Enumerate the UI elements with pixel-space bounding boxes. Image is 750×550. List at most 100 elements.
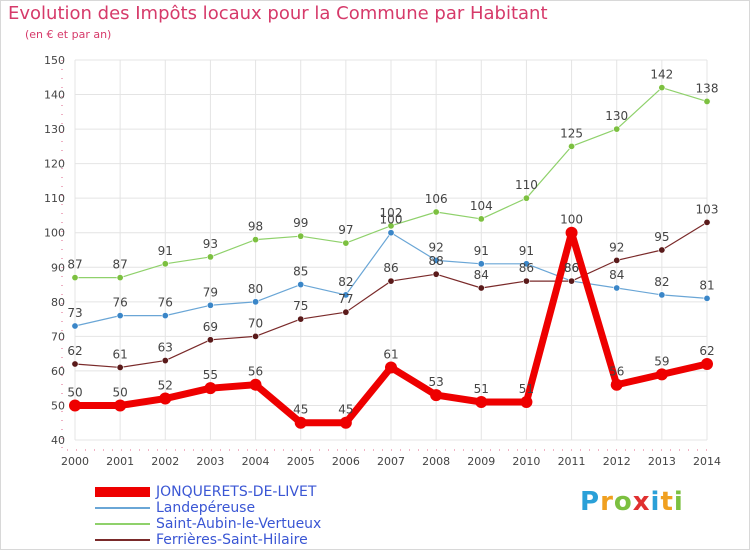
legend-label: JONQUERETS-DE-LIVET <box>156 484 317 500</box>
data-label: 82 <box>338 275 353 289</box>
data-point <box>613 125 621 133</box>
data-point <box>703 218 711 226</box>
legend-item: Ferrières-Saint-Hilaire <box>95 532 321 548</box>
data-label: 87 <box>113 258 128 272</box>
data-point <box>385 361 397 374</box>
data-label: 56 <box>609 365 624 379</box>
data-label: 100 <box>380 213 403 227</box>
data-point <box>522 194 530 202</box>
data-label: 103 <box>696 202 719 216</box>
data-point <box>432 270 440 278</box>
data-point <box>297 281 305 289</box>
legend-swatch <box>95 539 150 541</box>
y-tick-label: 60 <box>51 365 65 378</box>
data-label: 45 <box>338 403 353 417</box>
data-label: 55 <box>203 368 218 382</box>
data-point <box>161 312 169 320</box>
data-label: 79 <box>203 285 218 299</box>
data-point <box>294 416 307 429</box>
data-label: 106 <box>425 192 448 206</box>
legend-label: Saint-Aubin-le-Vertueux <box>156 516 322 532</box>
x-tick-label: 2003 <box>196 455 224 468</box>
legend-label: Landepéreuse <box>156 500 256 516</box>
legend-item: JONQUERETS-DE-LIVET <box>95 484 321 500</box>
data-label: 52 <box>158 379 173 393</box>
data-point <box>69 399 81 412</box>
data-point <box>71 274 79 282</box>
data-label: 73 <box>67 306 82 320</box>
y-tick-label: 70 <box>51 330 65 343</box>
data-label: 50 <box>67 385 82 399</box>
data-point <box>116 363 124 371</box>
data-label: 102 <box>380 206 403 220</box>
chart-title: Evolution des Impôts locaux pour la Comm… <box>8 3 548 24</box>
y-tick-label: 150 <box>44 54 65 67</box>
y-tick-label: 100 <box>44 227 65 240</box>
data-point <box>477 260 485 268</box>
data-point <box>297 232 305 240</box>
data-point <box>658 246 666 254</box>
data-label: 86 <box>564 261 579 275</box>
x-tick-label: 2001 <box>106 455 134 468</box>
x-tick-label: 2006 <box>332 455 360 468</box>
x-tick-label: 2005 <box>287 455 315 468</box>
data-point <box>206 253 214 261</box>
data-point <box>703 97 711 105</box>
data-point <box>161 357 169 365</box>
logo-letter: i <box>650 487 661 517</box>
data-point <box>252 332 260 340</box>
y-tick-label: 90 <box>51 261 65 274</box>
data-label: 59 <box>654 354 669 368</box>
data-point <box>204 382 217 395</box>
y-tick-label: 40 <box>51 434 65 447</box>
data-label: 76 <box>113 296 128 310</box>
data-label: 86 <box>519 261 534 275</box>
data-point <box>522 277 530 285</box>
proxiti-logo: Proxiti <box>580 487 684 517</box>
data-point <box>430 389 443 402</box>
x-tick-label: 2013 <box>648 455 676 468</box>
data-label: 138 <box>696 81 719 95</box>
logo-letter: o <box>613 487 633 517</box>
data-label: 130 <box>605 109 628 123</box>
x-tick-label: 2012 <box>603 455 631 468</box>
data-label: 98 <box>248 220 263 234</box>
data-point <box>159 392 172 405</box>
data-point <box>568 277 576 285</box>
y-tick-label: 50 <box>51 399 65 412</box>
data-label: 91 <box>519 244 534 258</box>
y-tick-label: 130 <box>44 123 65 136</box>
data-point <box>116 274 124 282</box>
data-point <box>477 284 485 292</box>
data-point <box>342 291 350 299</box>
data-point <box>387 277 395 285</box>
data-label: 84 <box>474 268 489 282</box>
data-point <box>249 378 262 391</box>
data-label: 125 <box>560 126 583 140</box>
legend-swatch <box>95 523 150 525</box>
data-point <box>71 360 79 368</box>
data-label: 70 <box>248 316 263 330</box>
data-point <box>610 378 623 391</box>
data-point <box>161 260 169 268</box>
data-point <box>477 215 485 223</box>
logo-letter: t <box>660 487 674 517</box>
data-label: 100 <box>560 213 583 227</box>
data-point <box>387 222 395 230</box>
data-label: 76 <box>158 296 173 310</box>
data-point <box>613 284 621 292</box>
data-point <box>613 256 621 264</box>
y-tick-label: 140 <box>44 89 65 102</box>
x-tick-label: 2007 <box>377 455 405 468</box>
legend-item: Landepéreuse <box>95 500 321 516</box>
data-point <box>565 226 578 239</box>
legend-label: Ferrières-Saint-Hilaire <box>156 532 308 548</box>
data-point <box>703 294 711 302</box>
data-label: 91 <box>474 244 489 258</box>
data-point <box>701 358 713 370</box>
x-tick-label: 2004 <box>242 455 270 468</box>
data-label: 51 <box>519 382 534 396</box>
data-point <box>658 291 666 299</box>
data-point <box>116 312 124 320</box>
